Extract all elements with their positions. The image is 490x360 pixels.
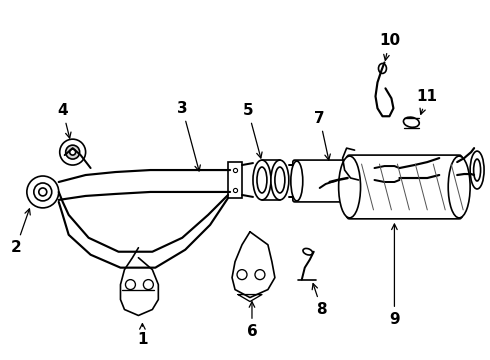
Circle shape: [255, 270, 265, 280]
FancyBboxPatch shape: [346, 155, 462, 219]
Circle shape: [60, 139, 86, 165]
Ellipse shape: [448, 156, 470, 218]
Bar: [228, 162, 242, 198]
Ellipse shape: [470, 151, 484, 189]
Text: 2: 2: [10, 209, 30, 255]
Ellipse shape: [474, 159, 481, 181]
Ellipse shape: [291, 161, 303, 201]
Ellipse shape: [378, 63, 387, 73]
Text: 1: 1: [137, 324, 147, 347]
Ellipse shape: [367, 161, 378, 201]
Circle shape: [66, 145, 80, 159]
Text: 5: 5: [243, 103, 262, 158]
Text: 10: 10: [379, 33, 400, 60]
Circle shape: [70, 149, 75, 155]
Text: 4: 4: [57, 103, 71, 138]
Circle shape: [125, 280, 135, 289]
Circle shape: [237, 270, 247, 280]
Ellipse shape: [403, 117, 419, 127]
Ellipse shape: [275, 167, 285, 193]
Text: 6: 6: [246, 302, 257, 339]
Text: 7: 7: [315, 111, 330, 160]
Text: 9: 9: [389, 224, 400, 327]
Circle shape: [144, 280, 153, 289]
FancyBboxPatch shape: [293, 160, 376, 202]
Ellipse shape: [271, 160, 289, 200]
Text: 8: 8: [312, 284, 327, 317]
Ellipse shape: [339, 156, 361, 218]
Circle shape: [27, 176, 59, 208]
Ellipse shape: [253, 160, 271, 200]
Text: 3: 3: [177, 101, 200, 171]
Ellipse shape: [257, 167, 267, 193]
Ellipse shape: [303, 248, 313, 255]
Text: 11: 11: [417, 89, 438, 114]
